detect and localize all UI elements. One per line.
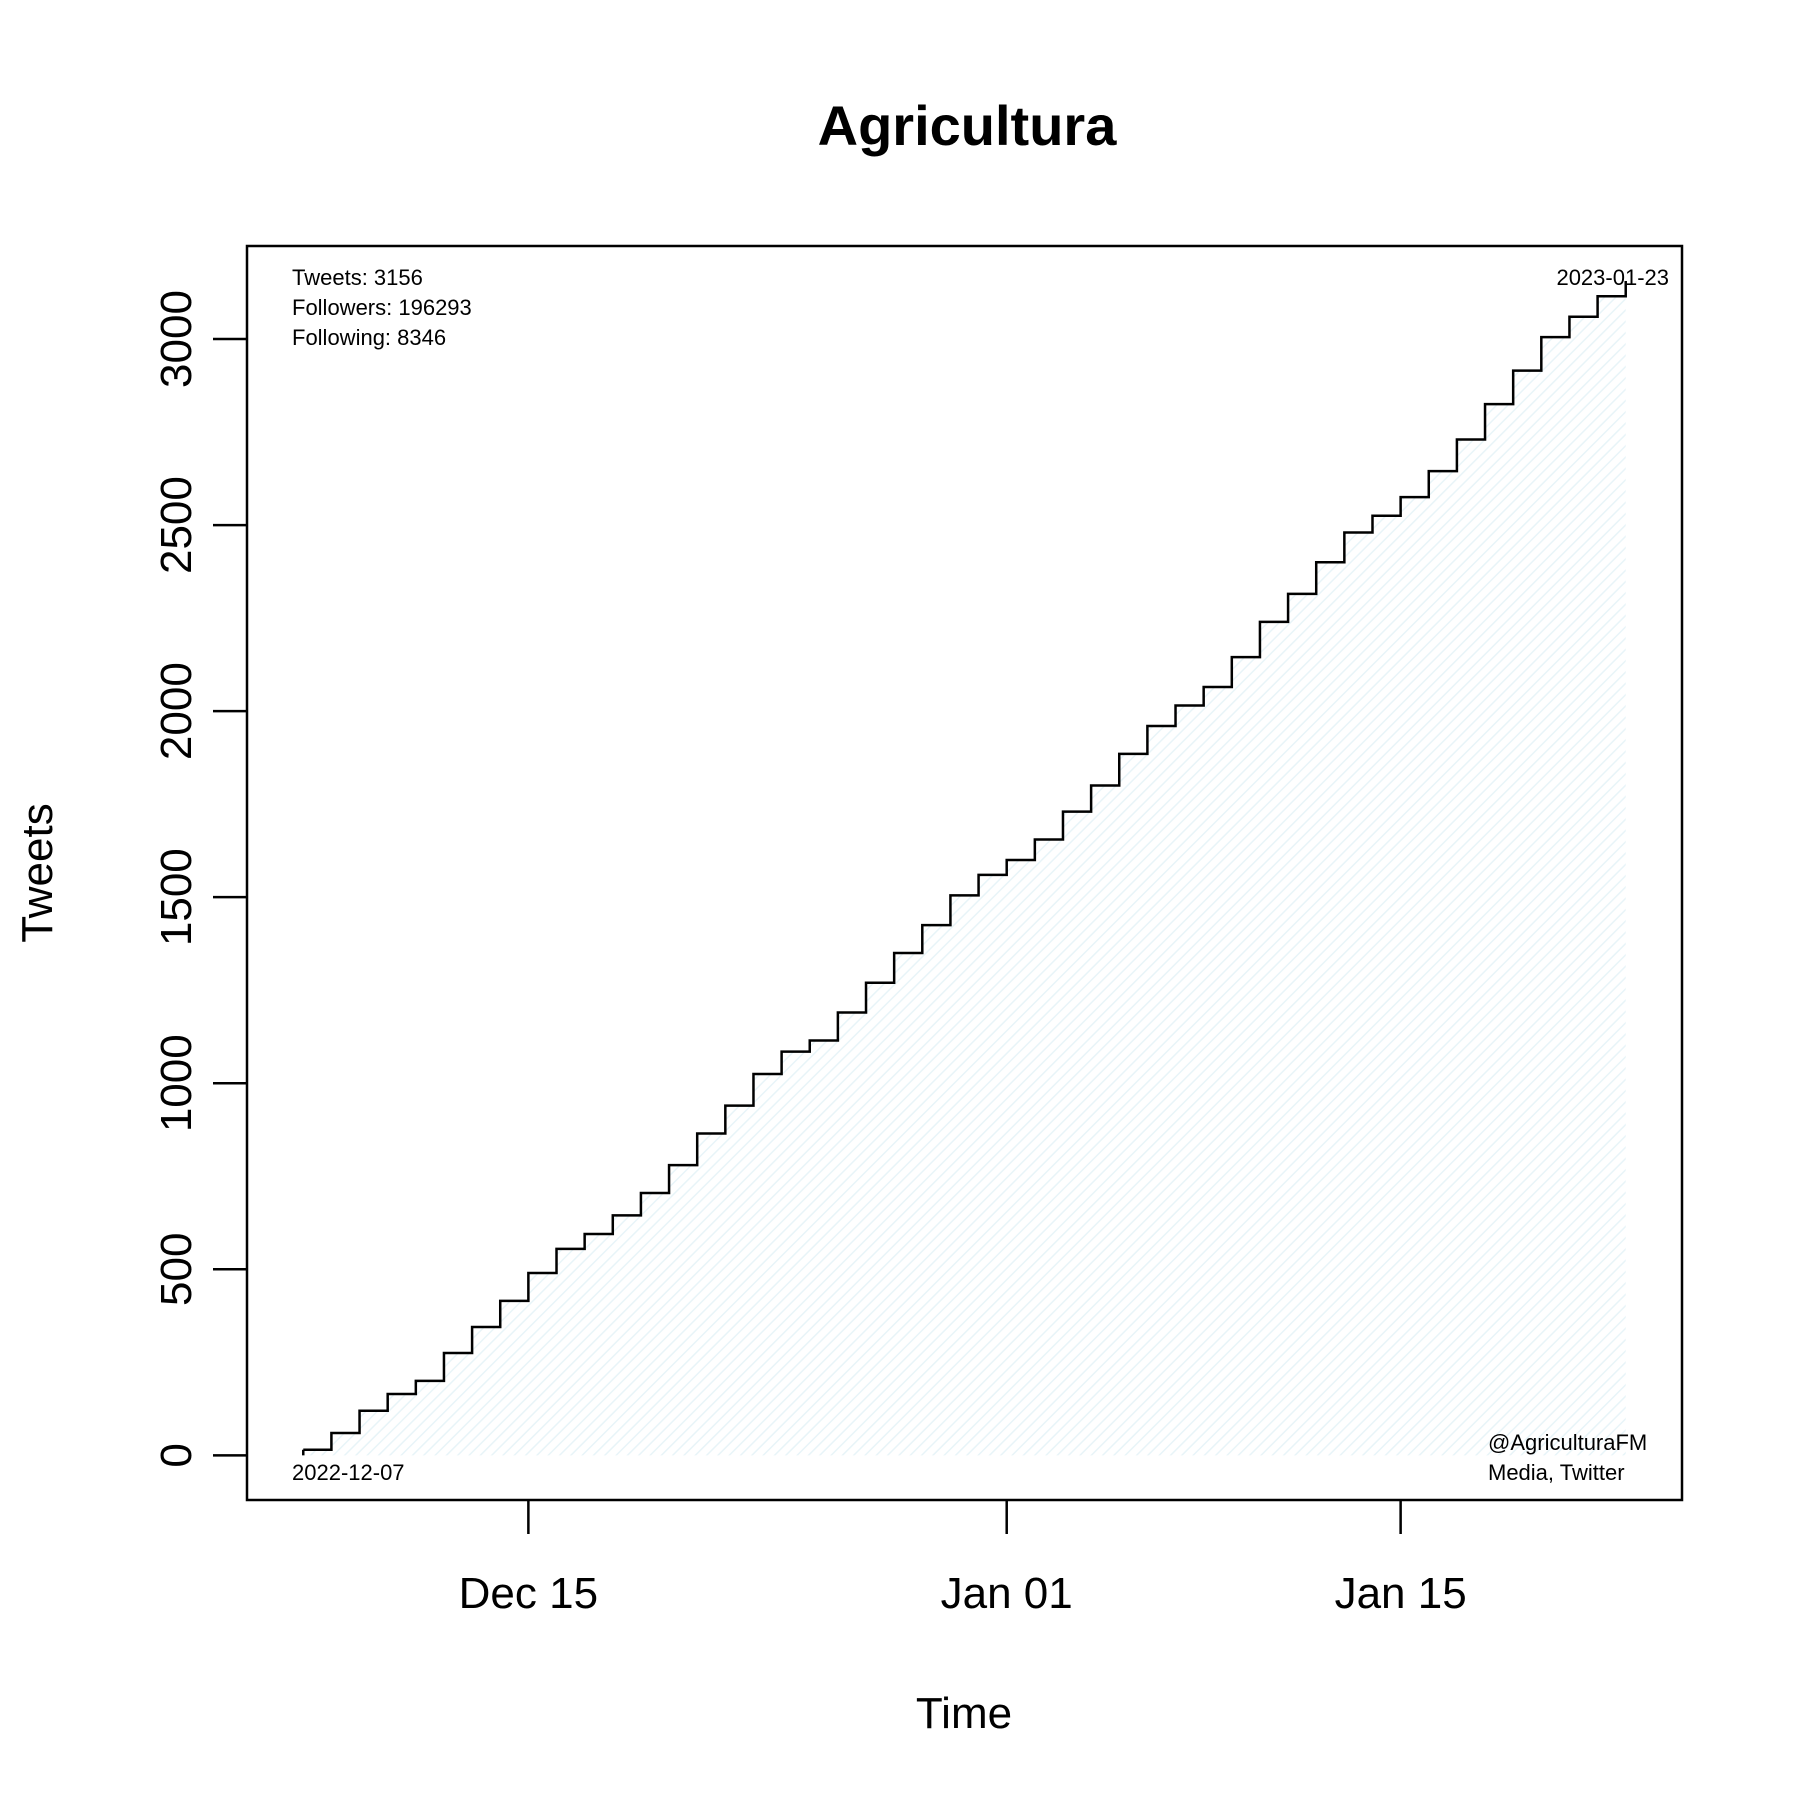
plot-frame bbox=[245, 244, 1684, 1502]
area-fill bbox=[303, 280, 1626, 1456]
y-axis-title: Tweets bbox=[13, 803, 62, 942]
y-tick-label: 500 bbox=[152, 1233, 201, 1306]
series-line-path bbox=[303, 280, 1627, 1452]
y-axis: 0 500 1000 1500 2000 2500 3000 bbox=[152, 290, 247, 1468]
y-tick-label: 1000 bbox=[152, 1034, 201, 1132]
stat-tweets: Tweets: 3156 bbox=[292, 265, 423, 290]
area-fill-path bbox=[303, 280, 1626, 1456]
stat-following: Following: 8346 bbox=[292, 325, 446, 350]
series-line bbox=[302, 280, 1627, 1456]
y-tick-label: 2000 bbox=[152, 662, 201, 760]
start-date-label: 2022-12-07 bbox=[292, 1460, 405, 1485]
x-tick-label: Dec 15 bbox=[459, 1569, 598, 1618]
stat-followers: Followers: 196293 bbox=[292, 295, 472, 320]
x-axis-title: Time bbox=[916, 1689, 1012, 1738]
y-tick-label: 2500 bbox=[152, 476, 201, 574]
y-tick-label: 3000 bbox=[152, 290, 201, 388]
handle-label: @AgriculturaFM bbox=[1488, 1430, 1647, 1455]
stats-annotation: Tweets: 3156 Followers: 196293 Following… bbox=[292, 265, 472, 350]
x-axis: Dec 15 Jan 01 Jan 15 bbox=[459, 1500, 1467, 1618]
x-tick-label: Jan 01 bbox=[941, 1569, 1073, 1618]
source-label: Media, Twitter bbox=[1488, 1460, 1625, 1485]
chart-title: Agricultura bbox=[818, 94, 1118, 157]
x-tick-label: Jan 15 bbox=[1335, 1569, 1467, 1618]
y-tick-label: 0 bbox=[152, 1443, 201, 1467]
y-tick-label: 1500 bbox=[152, 848, 201, 946]
end-date-label: 2023-01-23 bbox=[1556, 265, 1669, 290]
